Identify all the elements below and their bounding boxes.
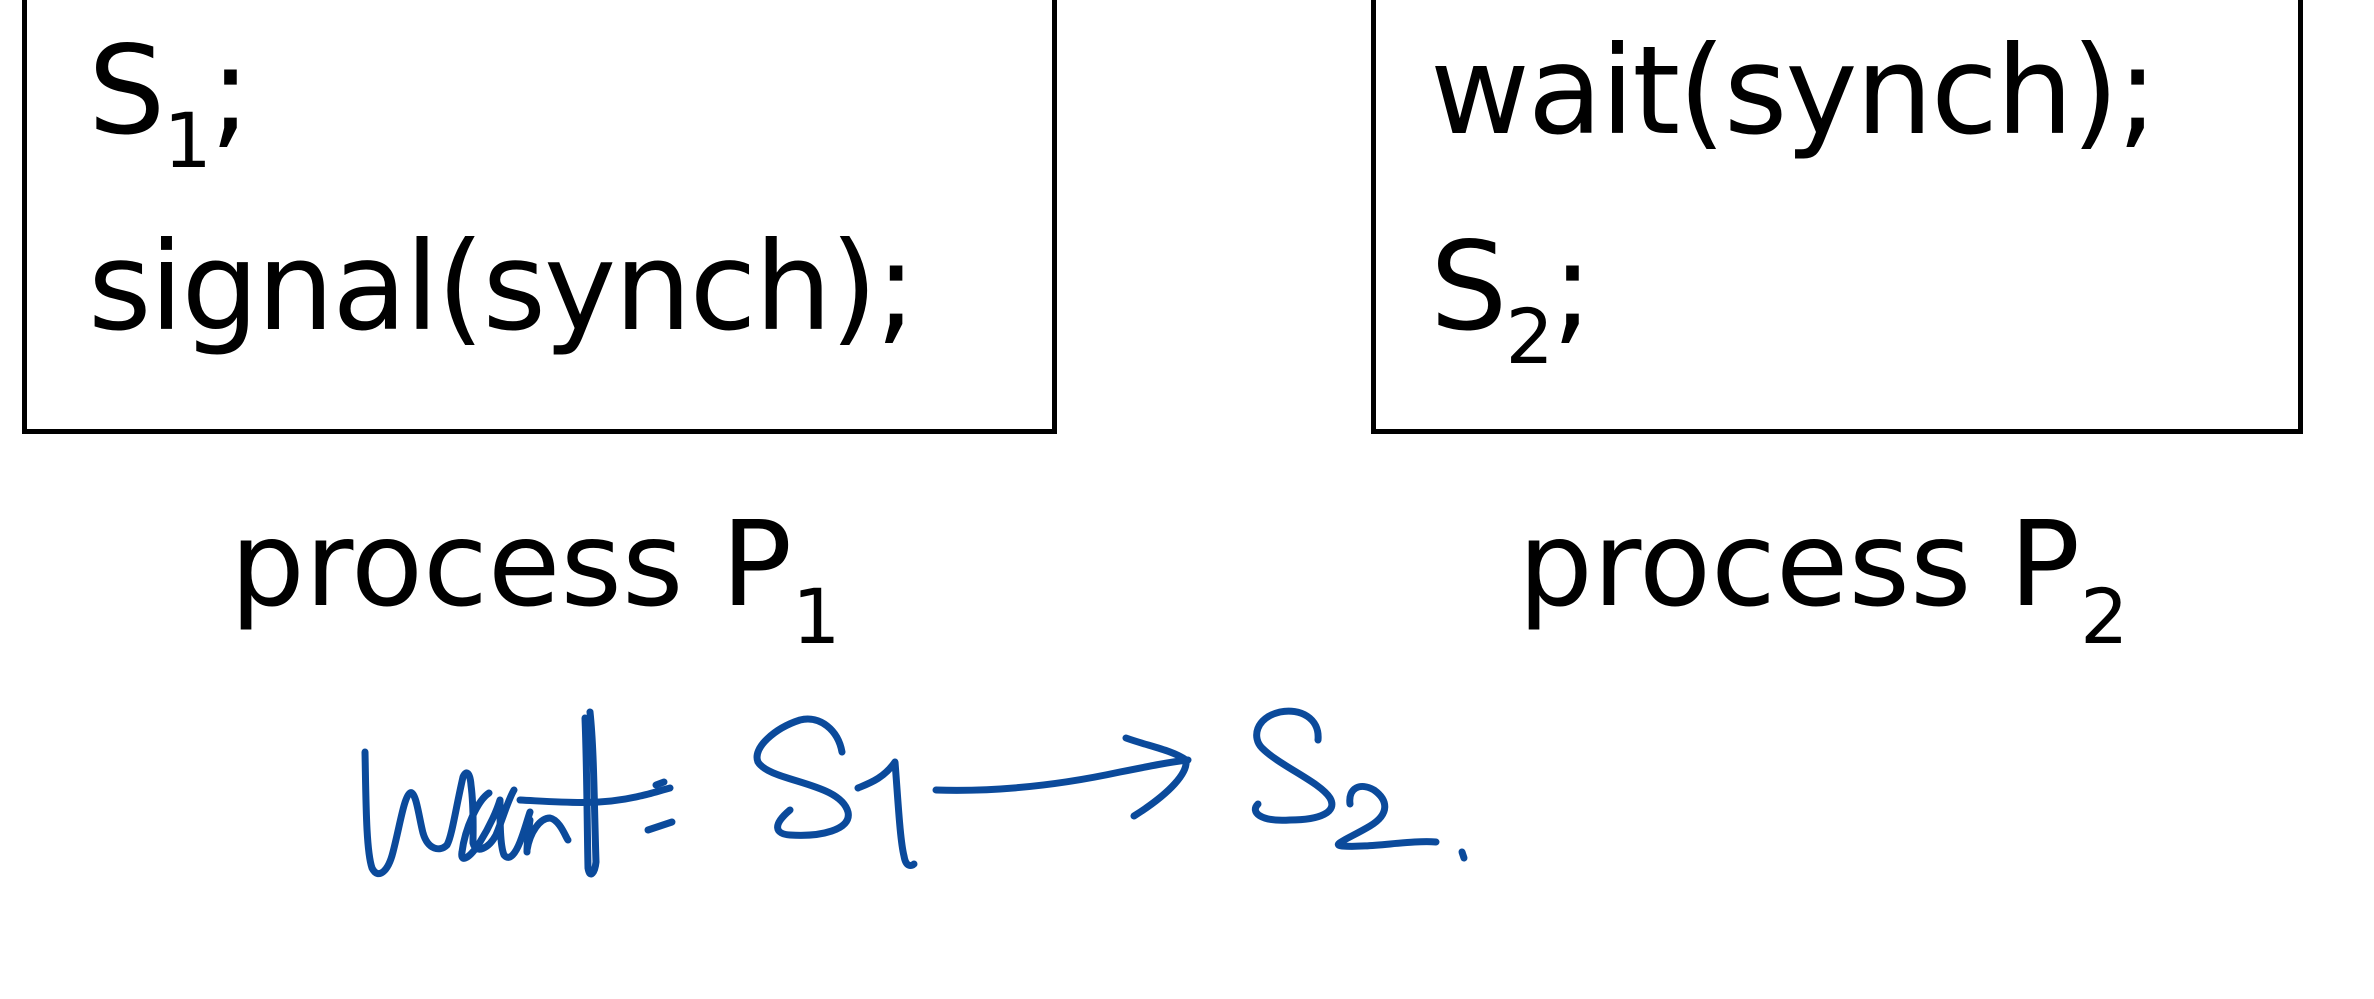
p2-s-letter: S	[1430, 216, 1507, 358]
p1-label-text: process P	[230, 495, 793, 633]
p2-s-semicolon: ;	[1551, 216, 1593, 358]
p1-s-letter: S	[88, 20, 165, 162]
ink-s2-two	[1335, 783, 1440, 850]
ink-a	[458, 789, 534, 862]
ink-period	[1458, 848, 1468, 862]
ink-s1-one	[854, 758, 918, 869]
ink-t-stem	[581, 708, 600, 878]
process-p1-label: process P1	[230, 505, 840, 655]
process-p2-box	[1371, 0, 2303, 434]
process-p1-box	[22, 0, 1057, 434]
p1-statement-s1: S1;	[88, 30, 251, 179]
ink-s2-s	[1251, 707, 1336, 824]
ink-arrow-head	[1122, 734, 1190, 820]
ink-s1-s	[753, 715, 852, 839]
p2-statement-s2: S2;	[1430, 226, 1593, 375]
p2-statement-wait: wait(synch);	[1430, 20, 2158, 162]
p1-s-semicolon: ;	[209, 20, 251, 162]
p1-label-subscript: 1	[792, 572, 841, 661]
ink-arrow-shaft	[932, 756, 1192, 794]
process-p2-label: process P2	[1518, 505, 2128, 655]
p1-statement-signal: signal(synch);	[88, 216, 917, 358]
ink-n	[523, 814, 572, 856]
p2-s-subscript: 2	[1505, 292, 1553, 381]
p2-label-subscript: 2	[2080, 572, 2129, 661]
handwritten-ink	[361, 707, 1468, 878]
p2-label-text: process P	[1518, 495, 2081, 633]
ink-t-bar	[516, 784, 674, 806]
p1-s-subscript: 1	[163, 96, 211, 185]
ink-colon	[644, 778, 676, 834]
